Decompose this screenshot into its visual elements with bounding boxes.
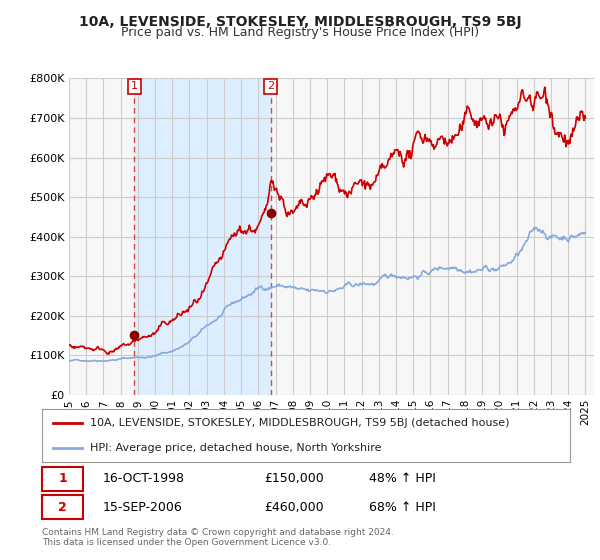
Text: 10A, LEVENSIDE, STOKESLEY, MIDDLESBROUGH, TS9 5BJ: 10A, LEVENSIDE, STOKESLEY, MIDDLESBROUGH… bbox=[79, 15, 521, 29]
Text: 1: 1 bbox=[131, 81, 138, 91]
FancyBboxPatch shape bbox=[42, 496, 83, 519]
Text: 2: 2 bbox=[58, 501, 67, 514]
Text: Price paid vs. HM Land Registry's House Price Index (HPI): Price paid vs. HM Land Registry's House … bbox=[121, 26, 479, 39]
Text: 16-OCT-1998: 16-OCT-1998 bbox=[103, 473, 185, 486]
Text: £150,000: £150,000 bbox=[264, 473, 323, 486]
Text: 2: 2 bbox=[267, 81, 274, 91]
Text: £460,000: £460,000 bbox=[264, 501, 323, 514]
FancyBboxPatch shape bbox=[42, 467, 83, 491]
Bar bbox=[134, 78, 271, 395]
Text: 15-SEP-2006: 15-SEP-2006 bbox=[103, 501, 182, 514]
Text: HPI: Average price, detached house, North Yorkshire: HPI: Average price, detached house, Nort… bbox=[89, 442, 381, 452]
Text: 10A, LEVENSIDE, STOKESLEY, MIDDLESBROUGH, TS9 5BJ (detached house): 10A, LEVENSIDE, STOKESLEY, MIDDLESBROUGH… bbox=[89, 418, 509, 428]
Text: 1: 1 bbox=[58, 473, 67, 486]
Text: 68% ↑ HPI: 68% ↑ HPI bbox=[370, 501, 436, 514]
Text: Contains HM Land Registry data © Crown copyright and database right 2024.
This d: Contains HM Land Registry data © Crown c… bbox=[42, 528, 394, 548]
Text: 48% ↑ HPI: 48% ↑ HPI bbox=[370, 473, 436, 486]
